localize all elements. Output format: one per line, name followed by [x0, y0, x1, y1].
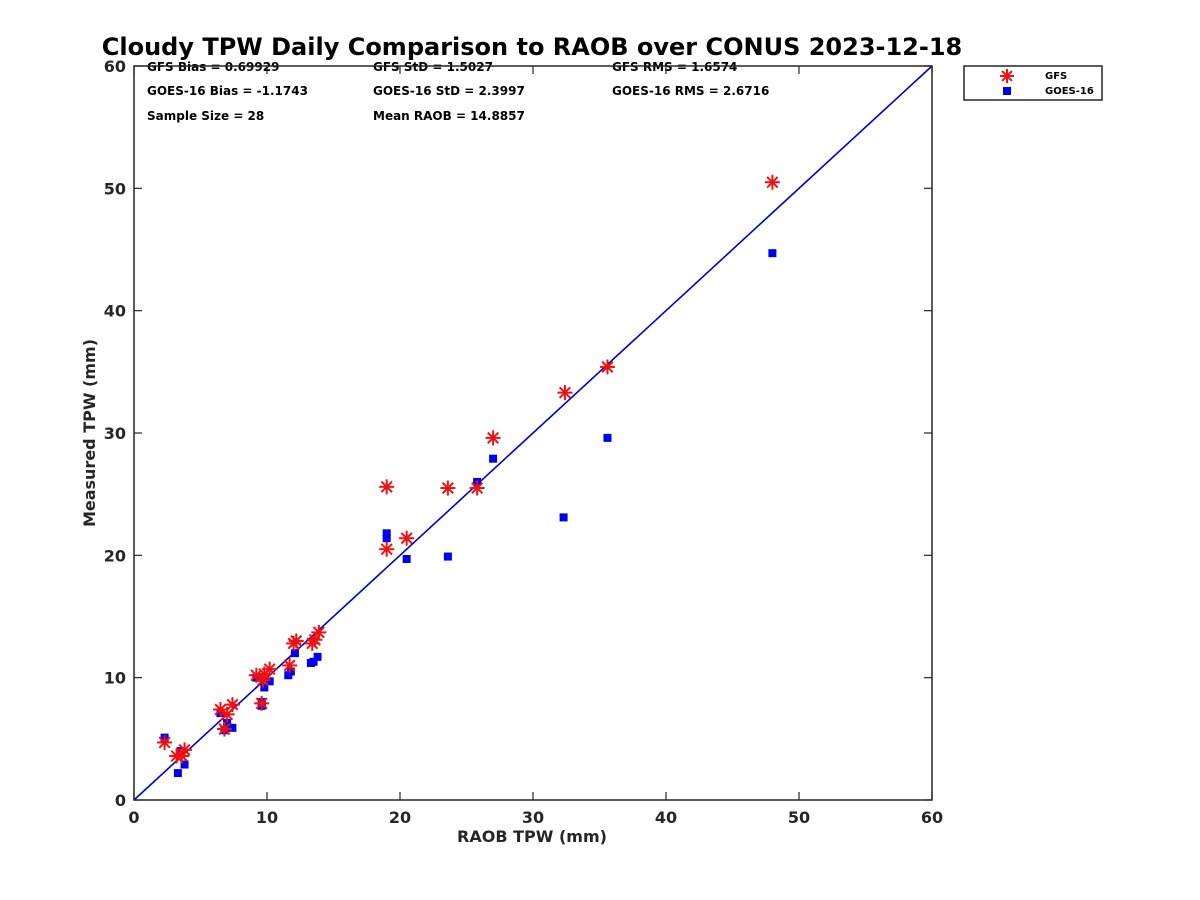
goes16-point: [228, 723, 237, 732]
gfs-point: [440, 480, 456, 496]
goes16-point: [223, 718, 232, 727]
y-tick-label: 20: [104, 546, 126, 565]
goes16-point: [260, 683, 269, 692]
x-tick-label: 50: [788, 808, 810, 827]
plot-area: GFS Bias = 0.69929 GFS StD = 1.5027 GFS RM…: [104, 57, 943, 827]
y-axis: 0 10 20 30 40 50 60: [104, 57, 932, 810]
y-axis-label: Measured TPW (mm): [80, 339, 99, 527]
stat-text: GOES-16 RMS = 2.6716: [612, 84, 769, 98]
goes16-point: [559, 513, 568, 522]
x-tick-label: 20: [389, 808, 411, 827]
y-tick-label: 60: [104, 57, 126, 76]
legend-box: [963, 65, 1103, 101]
stat-text: GOES-16 StD = 2.3997: [373, 84, 525, 98]
x-axis: 0 10 20 30 40 50 60: [128, 66, 943, 827]
gfs-point: [157, 735, 173, 751]
goes16-point: [173, 769, 182, 778]
stat-text: GFS RMS = 1.6574: [612, 60, 737, 74]
legend-marker-gfs: [1000, 69, 1014, 83]
goes16-point: [309, 657, 318, 666]
stat-text: GOES-16 Bias = -1.1743: [147, 84, 308, 98]
gfs-point: [177, 742, 193, 758]
gfs-point: [379, 479, 395, 495]
y-tick-label: 40: [104, 302, 126, 321]
gfs-point: [599, 359, 615, 375]
gfs-point: [557, 385, 573, 401]
goes16-point: [443, 552, 452, 561]
one-to-one-line: [133, 65, 933, 801]
x-tick-label: 0: [128, 808, 139, 827]
y-tick-label: 50: [104, 179, 126, 198]
x-tick-label: 40: [655, 808, 677, 827]
chart-title: Cloudy TPW Daily Comparison to RAOB over…: [102, 33, 962, 61]
legend-marker-goes16: [1003, 87, 1011, 95]
gfs-point: [288, 633, 304, 649]
goes16-point: [180, 760, 189, 769]
x-tick-label: 10: [256, 808, 278, 827]
goes16-point: [290, 649, 299, 658]
gfs-point: [485, 430, 501, 446]
series-layer: [157, 174, 780, 778]
gfs-point: [469, 480, 485, 496]
gfs-point: [379, 541, 395, 557]
y-tick-label: 30: [104, 424, 126, 443]
gfs-point: [311, 624, 327, 640]
x-axis-label: RAOB TPW (mm): [457, 827, 607, 846]
gfs-point: [254, 695, 270, 711]
series-goes-16: [160, 249, 777, 778]
legend-items: GFS GOES-16: [1000, 69, 1094, 97]
goes16-point: [286, 667, 295, 676]
goes16-point: [265, 677, 274, 686]
stat-text: Sample Size = 28: [147, 109, 264, 123]
goes16-point: [402, 555, 411, 564]
gfs-point: [262, 661, 278, 677]
series-gfs: [157, 174, 780, 764]
gfs-point: [282, 657, 298, 673]
goes16-point: [768, 249, 777, 258]
goes16-point: [603, 433, 612, 442]
goes16-point: [382, 534, 391, 543]
y-tick-label: 0: [115, 791, 126, 810]
stat-text: Mean RAOB = 14.8857: [373, 109, 525, 123]
goes16-point: [382, 529, 391, 538]
x-tick-label: 30: [522, 808, 544, 827]
goes16-point: [313, 652, 322, 661]
stat-text: GFS Bias = 0.69929: [147, 60, 279, 74]
gfs-point: [224, 697, 240, 713]
x-tick-label: 60: [921, 808, 943, 827]
stat-text: GFS StD = 1.5027: [373, 60, 493, 74]
goes16-point: [489, 454, 498, 463]
stats-annotations: GFS Bias = 0.69929 GFS StD = 1.5027 GFS RM…: [147, 60, 769, 123]
gfs-point: [216, 721, 232, 737]
legend-label: GOES-16: [1045, 86, 1094, 97]
y-tick-label: 10: [104, 669, 126, 688]
legend: GFS GOES-16: [963, 65, 1103, 101]
gfs-point: [764, 174, 780, 190]
legend-label: GFS: [1045, 71, 1067, 82]
gfs-point: [174, 748, 190, 764]
gfs-point: [399, 530, 415, 546]
